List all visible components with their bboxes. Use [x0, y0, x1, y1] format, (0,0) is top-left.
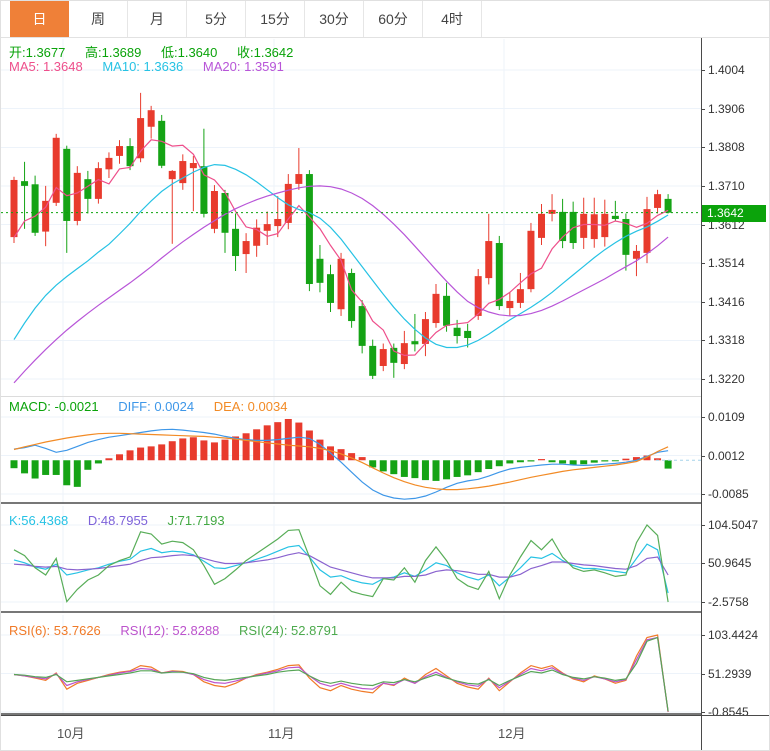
y-axis-tick [701, 674, 705, 675]
y-axis-tick [701, 263, 705, 264]
y-axis-label: 1.3514 [708, 256, 745, 270]
y-axis-label: 1.3318 [708, 333, 745, 347]
rsi24-value: RSI(24): 52.8791 [239, 623, 339, 638]
dea-line [13, 432, 669, 491]
y-axis-tick [701, 147, 705, 148]
ohlc-header: 开:1.3677 高:1.3689 低:1.3640 收:1.3642 [9, 42, 309, 61]
y-axis-label: 0.0109 [708, 410, 745, 424]
ma-header: MA5: 1.3648 MA10: 1.3636 MA20: 1.3591 [9, 59, 300, 74]
rsi-panel[interactable] [1, 615, 701, 715]
candles-layer [10, 92, 672, 379]
y-axis-label: -0.8545 [708, 705, 749, 719]
x-axis-label-month: 10月 [57, 726, 85, 741]
y-axis-label: 103.4424 [708, 628, 759, 642]
high-value: 高:1.3689 [85, 45, 142, 60]
tab-5min[interactable]: 5分 [187, 1, 246, 37]
y-axis-tick [701, 417, 705, 418]
y-axis-label: 1.4004 [708, 63, 745, 77]
d-line [13, 552, 669, 579]
y-axis-label: 0.0012 [708, 449, 745, 463]
y-axis-tick [701, 186, 705, 187]
y-axis-label: 1.3416 [708, 295, 745, 309]
y-axis-tick [701, 109, 705, 110]
tab-60min[interactable]: 60分 [364, 1, 423, 37]
y-axis-label: 51.2939 [708, 667, 752, 681]
y-axis-tick [701, 340, 705, 341]
y-axis-tick [701, 525, 705, 526]
rsi12-line [13, 636, 669, 712]
y-axis-tick [701, 563, 705, 564]
kdj-header: K:56.4368 D:48.7955 J:71.7193 [9, 513, 241, 528]
y-axis-label: 1.3808 [708, 140, 745, 154]
y-axis-tick [701, 456, 705, 457]
x-axis-line [1, 715, 769, 716]
y-axis-label: 1.3906 [708, 102, 745, 116]
rsi6-line [13, 634, 669, 713]
y-axis-label: 104.5047 [708, 518, 759, 532]
tab-day[interactable]: 日 [10, 1, 69, 37]
y-axis-tick [701, 302, 705, 303]
y-axis-tick [701, 225, 705, 226]
rsi12-value: RSI(12): 52.8288 [120, 623, 220, 638]
tab-week[interactable]: 周 [69, 1, 128, 37]
macd-value: MACD: -0.0021 [9, 399, 99, 414]
ma10-line [13, 163, 669, 349]
low-value: 低:1.3640 [161, 45, 218, 60]
candlestick-chart[interactable] [1, 39, 701, 397]
kdj-panel[interactable] [1, 506, 701, 613]
y-axis-label: -2.5758 [708, 595, 749, 609]
y-axis-label: 1.3710 [708, 179, 745, 193]
y-axis-tick [701, 602, 705, 603]
j-line [13, 524, 669, 603]
ma10-value: MA10: 1.3636 [102, 59, 184, 74]
ma20-line [13, 185, 669, 384]
tab-month[interactable]: 月 [128, 1, 187, 37]
y-axis-line [701, 38, 702, 750]
dea-value: DEA: 0.0034 [213, 399, 288, 414]
macd-histogram [10, 418, 672, 487]
j-value: J:71.7193 [167, 513, 225, 528]
tab-4hour[interactable]: 4时 [423, 1, 482, 37]
ma5-line [13, 139, 669, 357]
d-value: D:48.7955 [87, 513, 148, 528]
y-axis-label: 1.3220 [708, 372, 745, 386]
rsi24-line [13, 636, 669, 712]
x-axis-label-month: 11月 [268, 726, 295, 741]
y-axis-tick [701, 712, 705, 713]
y-axis-tick [701, 494, 705, 495]
macd-header: MACD: -0.0021 DIFF: 0.0024 DEA: 0.0034 [9, 399, 303, 414]
close-value: 收:1.3642 [237, 45, 294, 60]
tab-30min[interactable]: 30分 [305, 1, 364, 37]
y-axis-label: -0.0085 [708, 487, 749, 501]
rsi-header: RSI(6): 53.7626 RSI(12): 52.8288 RSI(24)… [9, 623, 354, 638]
x-axis-label-month: 12月 [498, 726, 526, 741]
y-axis-tick [701, 70, 705, 71]
rsi6-value: RSI(6): 53.7626 [9, 623, 101, 638]
k-value: K:56.4368 [9, 513, 69, 528]
y-axis-tick [701, 635, 705, 636]
ma5-value: MA5: 1.3648 [9, 59, 83, 74]
y-axis-tick [701, 379, 705, 380]
tab-15min[interactable]: 15分 [246, 1, 305, 37]
diff-line [13, 428, 669, 500]
last-price-badge: 1.3642 [702, 205, 766, 222]
ma20-value: MA20: 1.3591 [202, 59, 284, 74]
y-axis-label: 50.9645 [708, 556, 752, 570]
k-line [13, 543, 669, 594]
macd-panel[interactable] [1, 397, 701, 504]
open-value: 开:1.3677 [9, 45, 66, 60]
tab-bar: 日周月 5分 15分 30分 60分 4时 [1, 1, 769, 38]
diff-value: DIFF: 0.0024 [118, 399, 195, 414]
